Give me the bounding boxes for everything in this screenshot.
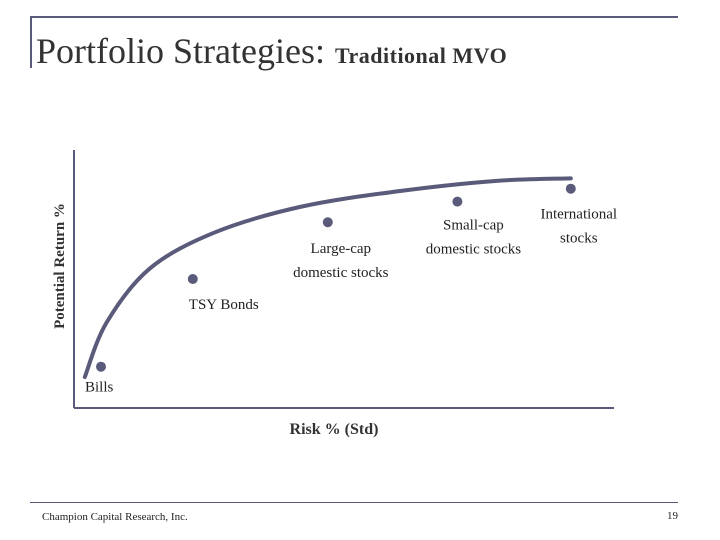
point-tsy-bonds — [187, 274, 198, 284]
label-small-cap-domestic-stocks: Small-cap domestic stocks — [426, 218, 522, 258]
footer-rule — [30, 502, 678, 503]
label-line: Bills — [85, 380, 114, 396]
title-rule-top — [30, 16, 678, 18]
point-large-cap-domestic-stocks — [322, 217, 333, 228]
label-line: domestic stocks — [293, 265, 389, 281]
label-large-cap-domestic-stocks: Large-cap domestic stocks — [293, 241, 389, 281]
chart: Potential Return % Risk % (Std) Bills TSY … — [52, 150, 617, 438]
x-axis-label: Risk % (Std) — [290, 421, 379, 438]
point-small-cap-domestic-stocks — [452, 196, 463, 207]
label-line: domestic stocks — [426, 242, 522, 258]
page-number: 19 — [667, 510, 678, 522]
label-line: stocks — [560, 231, 598, 247]
efficient-frontier-curve — [82, 176, 573, 380]
label-line: Large-cap — [311, 241, 372, 257]
label-line: International — [540, 207, 617, 223]
label-bills: Bills — [85, 380, 114, 396]
title-subtitle: Traditional MVO — [334, 43, 508, 68]
label-line: TSY Bonds — [189, 297, 259, 313]
point-bills — [96, 361, 106, 372]
point-international-stocks — [565, 183, 576, 194]
title-main: Portfolio Strategies: — [36, 31, 325, 71]
label-tsy-bonds: TSY Bonds — [189, 297, 259, 313]
footer-company: Champion Capital Research, Inc. — [42, 511, 188, 523]
label-line: Small-cap — [443, 218, 504, 234]
label-international-stocks: International stocks — [540, 207, 617, 247]
title-rule-left — [30, 16, 32, 68]
y-axis-label: Potential Return % — [52, 203, 68, 329]
page-title: Portfolio Strategies: Traditional MVO — [36, 30, 507, 72]
